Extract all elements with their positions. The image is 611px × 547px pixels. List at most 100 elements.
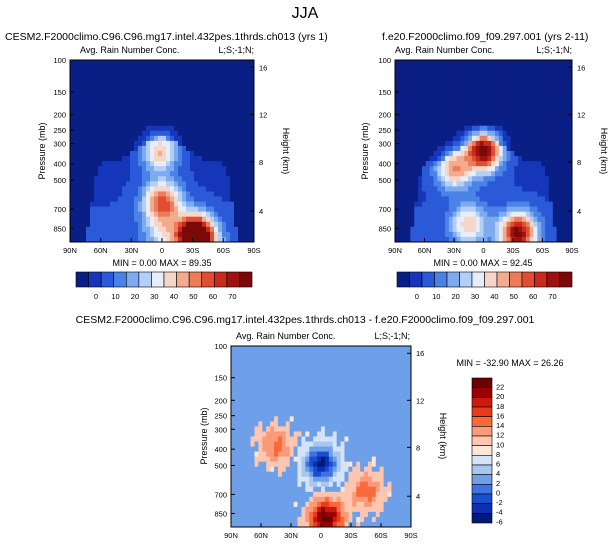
heatmap-cell bbox=[242, 501, 248, 508]
heatmap-cell bbox=[234, 351, 240, 357]
heatmap-cell bbox=[552, 201, 558, 208]
heatmap-cell bbox=[226, 145, 231, 152]
heatmap-cell bbox=[395, 156, 400, 162]
heatmap-cell bbox=[340, 471, 345, 478]
heatmap-cell bbox=[114, 80, 119, 86]
heatmap-cell bbox=[421, 191, 427, 197]
heatmap-cell bbox=[340, 436, 345, 442]
heatmap-cell bbox=[78, 196, 83, 202]
heatmap-cell bbox=[456, 145, 461, 152]
heatmap-cell bbox=[138, 191, 143, 197]
heatmap-cell bbox=[230, 65, 235, 71]
heatmap-cell bbox=[487, 125, 492, 132]
heatmap-cell bbox=[285, 421, 291, 427]
heatmap-cell bbox=[360, 476, 365, 483]
heatmap-cell bbox=[222, 226, 227, 233]
heatmap-cell bbox=[502, 100, 507, 106]
heatmap-cell bbox=[82, 186, 87, 192]
heatmap-cell bbox=[94, 80, 99, 86]
heatmap-cell bbox=[110, 191, 115, 197]
heatmap-cell bbox=[387, 416, 392, 422]
heatmap-cell bbox=[130, 125, 135, 132]
heatmap-cell bbox=[154, 75, 159, 81]
heatmap-cell bbox=[498, 75, 504, 81]
heatmap-cell bbox=[364, 351, 369, 357]
heatmap-cell bbox=[518, 60, 523, 66]
heatmap-cell bbox=[309, 396, 314, 402]
heatmap-cell bbox=[218, 226, 223, 233]
heatmap-cell bbox=[194, 191, 199, 197]
heatmap-cell bbox=[313, 426, 318, 432]
heatmap-cell bbox=[138, 171, 143, 177]
heatmap-cell bbox=[206, 186, 211, 192]
heatmap-cell bbox=[162, 130, 167, 137]
heatmap-cell bbox=[118, 196, 123, 202]
heatmap-cell bbox=[364, 361, 369, 367]
heatmap-cell bbox=[309, 471, 314, 478]
heatmap-cell bbox=[226, 156, 231, 162]
heatmap-cell bbox=[336, 496, 341, 503]
heatmap-cell bbox=[379, 441, 385, 447]
heatmap-cell bbox=[391, 421, 396, 427]
heatmap-cell bbox=[564, 181, 569, 187]
colorbar-swatch bbox=[226, 271, 240, 288]
heatmap-cell bbox=[214, 95, 219, 101]
heatmap-cell bbox=[182, 105, 187, 111]
x-tick-label: 30S bbox=[186, 246, 199, 255]
heatmap-cell bbox=[250, 191, 255, 197]
heatmap-cell bbox=[510, 156, 515, 162]
heatmap-cell bbox=[274, 511, 279, 518]
heatmap-cell bbox=[487, 95, 492, 101]
heatmap-cell bbox=[293, 476, 298, 483]
heatmap-cell bbox=[498, 196, 504, 202]
heatmap-cell bbox=[86, 206, 91, 213]
heatmap-cell bbox=[479, 105, 484, 111]
heatmap-cell bbox=[150, 115, 155, 122]
heatmap-cell bbox=[178, 201, 183, 208]
heatmap-cell bbox=[238, 191, 243, 197]
heatmap-cell bbox=[529, 156, 534, 162]
y-tick-label: 250 bbox=[378, 126, 391, 135]
heatmap-cell bbox=[479, 120, 484, 127]
heatmap-cell bbox=[429, 231, 434, 238]
heatmap-cell bbox=[102, 176, 107, 182]
heatmap-cell bbox=[106, 95, 111, 101]
heatmap-cell bbox=[387, 346, 392, 352]
heatmap-cell bbox=[521, 201, 527, 208]
heatmap-cell bbox=[371, 436, 377, 442]
heatmap-cell bbox=[174, 221, 179, 228]
heatmap-cell bbox=[340, 476, 345, 483]
heatmap-cell bbox=[471, 65, 477, 71]
heatmap-cell bbox=[568, 140, 573, 147]
heatmap-cell bbox=[464, 115, 469, 122]
heatmap-cell bbox=[194, 161, 199, 167]
heatmap-cell bbox=[537, 85, 542, 91]
y-tick-label: 850 bbox=[53, 224, 66, 233]
heatmap-cell bbox=[533, 196, 538, 202]
heatmap-cell bbox=[479, 236, 484, 243]
heatmap-cell bbox=[130, 85, 135, 91]
heatmap-cell bbox=[407, 351, 412, 357]
heatmap-cell bbox=[410, 171, 415, 177]
heatmap-cell bbox=[541, 105, 546, 111]
heatmap-cell bbox=[356, 471, 361, 478]
heatmap-cell bbox=[521, 60, 527, 66]
heatmap-cell bbox=[456, 206, 461, 213]
heatmap-cell bbox=[293, 426, 298, 432]
heatmap-cell bbox=[222, 145, 227, 152]
heatmap-cell bbox=[452, 80, 457, 86]
heatmap-cell bbox=[210, 161, 215, 167]
heatmap-cell bbox=[138, 120, 143, 127]
heatmap-cell bbox=[421, 151, 427, 157]
heatmap-cell bbox=[266, 511, 271, 518]
heatmap-cell bbox=[297, 416, 302, 422]
heatmap-cell bbox=[475, 115, 481, 122]
heatmap-cell bbox=[178, 95, 183, 101]
heatmap-cell bbox=[421, 140, 427, 147]
heatmap-cell bbox=[518, 206, 523, 213]
heatmap-cell bbox=[218, 191, 223, 197]
heatmap-cell bbox=[502, 105, 507, 111]
heatmap-cell bbox=[166, 125, 171, 132]
heatmap-cell bbox=[448, 60, 454, 66]
heatmap-cell bbox=[242, 406, 248, 412]
